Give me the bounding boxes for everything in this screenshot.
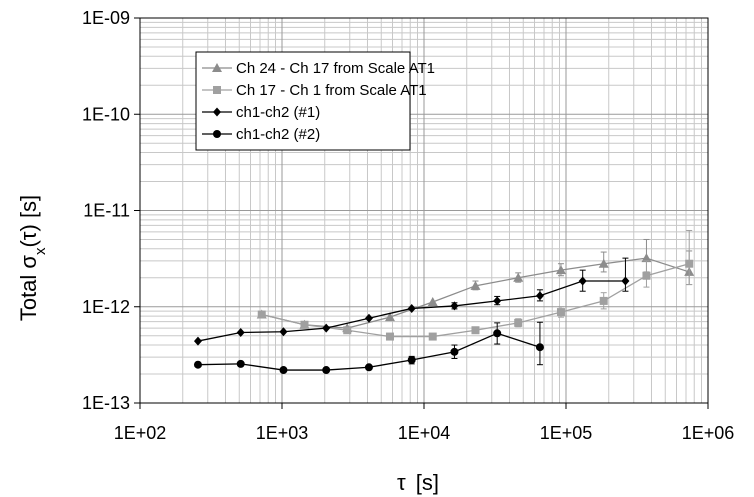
data-point xyxy=(471,326,480,335)
axis-ticks: 1E+02 1E+03 1E+04 1E+05 1E+06 1E-13 1E-12 1E-11… xyxy=(82,8,734,443)
data-point xyxy=(385,332,394,341)
data-point xyxy=(599,296,608,305)
data-point xyxy=(322,366,331,375)
data-point xyxy=(493,296,502,306)
data-point xyxy=(513,272,524,282)
data-point xyxy=(578,276,587,286)
data-point xyxy=(621,276,630,286)
data-point xyxy=(364,313,373,323)
data-point xyxy=(322,323,331,333)
x-tick-label: 1E+06 xyxy=(682,423,735,443)
legend-item: ch1-ch2 (#2) xyxy=(202,126,320,143)
data-point xyxy=(343,326,352,335)
legend: Ch 24 - Ch 17 from Scale AT1 Ch 17 - Ch 1… xyxy=(195,51,435,151)
legend-label: Ch 17 - Ch 1 from Scale AT1 xyxy=(236,82,427,99)
data-point xyxy=(535,291,544,301)
legend-marker xyxy=(213,130,221,138)
y-axis-title: Total σx(τ) [s] xyxy=(16,195,49,321)
data-point xyxy=(642,271,651,280)
x-axis-title: τ [s] xyxy=(397,470,439,495)
data-point xyxy=(514,318,523,327)
legend-item: ch1-ch2 (#1) xyxy=(202,104,320,121)
series-4 xyxy=(193,321,544,375)
data-point xyxy=(598,258,609,268)
data-point xyxy=(407,355,416,364)
data-point xyxy=(300,320,309,329)
data-point xyxy=(236,328,245,338)
series-3 xyxy=(193,257,630,346)
y-tick-label: 1E-09 xyxy=(82,8,130,28)
data-point xyxy=(384,312,395,322)
y-tick-label: 1E-10 xyxy=(82,104,130,124)
data-point xyxy=(279,366,288,375)
legend-label: ch1-ch2 (#2) xyxy=(236,126,320,143)
x-tick-label: 1E+02 xyxy=(114,423,167,443)
data-point xyxy=(427,297,438,307)
legend-marker xyxy=(213,86,221,94)
data-point xyxy=(535,343,544,352)
legend-marker xyxy=(212,63,222,72)
y-tick-label: 1E-13 xyxy=(82,393,130,413)
data-point xyxy=(407,303,416,313)
legend-item: Ch 17 - Ch 1 from Scale AT1 xyxy=(202,82,427,99)
data-point xyxy=(555,265,566,275)
data-point xyxy=(493,329,502,338)
data-point xyxy=(450,301,459,311)
y-tick-label: 1E-12 xyxy=(82,297,130,317)
x-tick-label: 1E+05 xyxy=(540,423,593,443)
legend-label: Ch 24 - Ch 17 from Scale AT1 xyxy=(236,60,435,77)
x-tick-label: 1E+04 xyxy=(398,423,451,443)
data-point xyxy=(364,363,373,372)
data-point xyxy=(193,336,202,346)
data-point xyxy=(450,347,459,356)
data-point xyxy=(470,280,481,290)
series-2 xyxy=(257,229,694,341)
legend-item: Ch 24 - Ch 17 from Scale AT1 xyxy=(202,60,435,77)
x-tick-label: 1E+03 xyxy=(256,423,309,443)
data-point xyxy=(556,308,565,317)
y-tick-label: 1E-11 xyxy=(83,201,130,221)
series-layer xyxy=(193,229,695,375)
data-point xyxy=(641,253,652,263)
legend-marker xyxy=(213,107,221,117)
data-point xyxy=(236,359,245,368)
data-point xyxy=(685,259,694,268)
legend-label: ch1-ch2 (#1) xyxy=(236,104,320,121)
data-point xyxy=(257,310,266,319)
data-point xyxy=(279,327,288,337)
data-point xyxy=(428,332,437,341)
data-point xyxy=(193,360,202,369)
